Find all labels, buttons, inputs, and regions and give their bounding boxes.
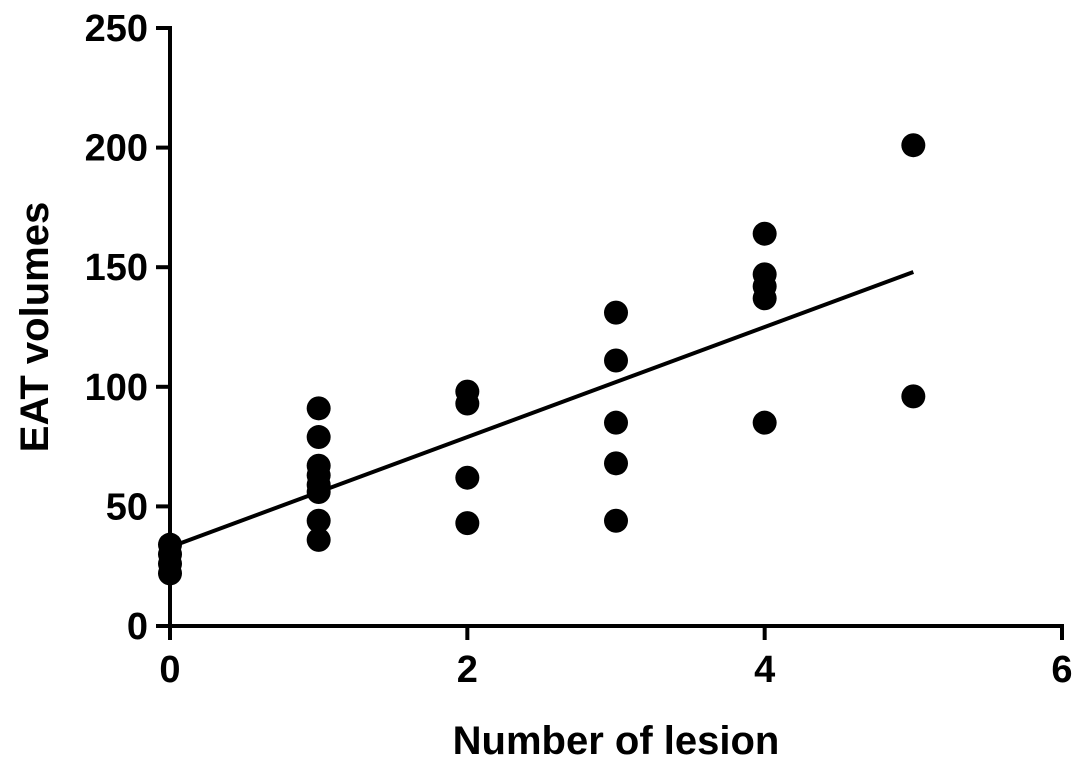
data-point (752, 221, 777, 246)
data-point (604, 410, 628, 435)
data-point (306, 425, 331, 450)
y-tick-label: 100 (85, 367, 148, 409)
x-axis-title: Number of lesion (453, 719, 780, 763)
data-point (604, 451, 628, 476)
data-point (604, 348, 628, 373)
y-tick-label: 50 (106, 486, 148, 528)
data-point (306, 480, 331, 505)
x-tick-label: 6 (1051, 649, 1072, 691)
y-tick-label: 200 (85, 128, 148, 170)
data-point (455, 511, 480, 536)
data-point (604, 508, 628, 533)
data-point (752, 286, 777, 311)
data-point (901, 384, 926, 409)
x-tick-label: 0 (159, 649, 180, 691)
data-point (306, 508, 331, 533)
data-point (901, 133, 926, 158)
data-point (306, 527, 331, 552)
regression-line (169, 270, 915, 549)
data-point (455, 391, 480, 416)
data-point (604, 300, 628, 325)
y-axis-title: EAT volumes (13, 202, 57, 452)
axes (168, 26, 1064, 628)
data-points (158, 133, 926, 586)
regression-line-group (169, 270, 915, 549)
y-tick-label: 0 (127, 606, 148, 648)
data-point (455, 465, 480, 490)
ticks: 0 50 100 150 200 250 0 2 4 6 (85, 8, 1073, 691)
y-tick-label: 150 (85, 247, 148, 289)
x-tick-label: 4 (754, 649, 775, 691)
x-tick-label: 2 (457, 649, 478, 691)
data-point (158, 561, 182, 586)
data-point (306, 396, 331, 421)
y-tick-label: 250 (85, 8, 148, 50)
data-point (752, 410, 777, 435)
